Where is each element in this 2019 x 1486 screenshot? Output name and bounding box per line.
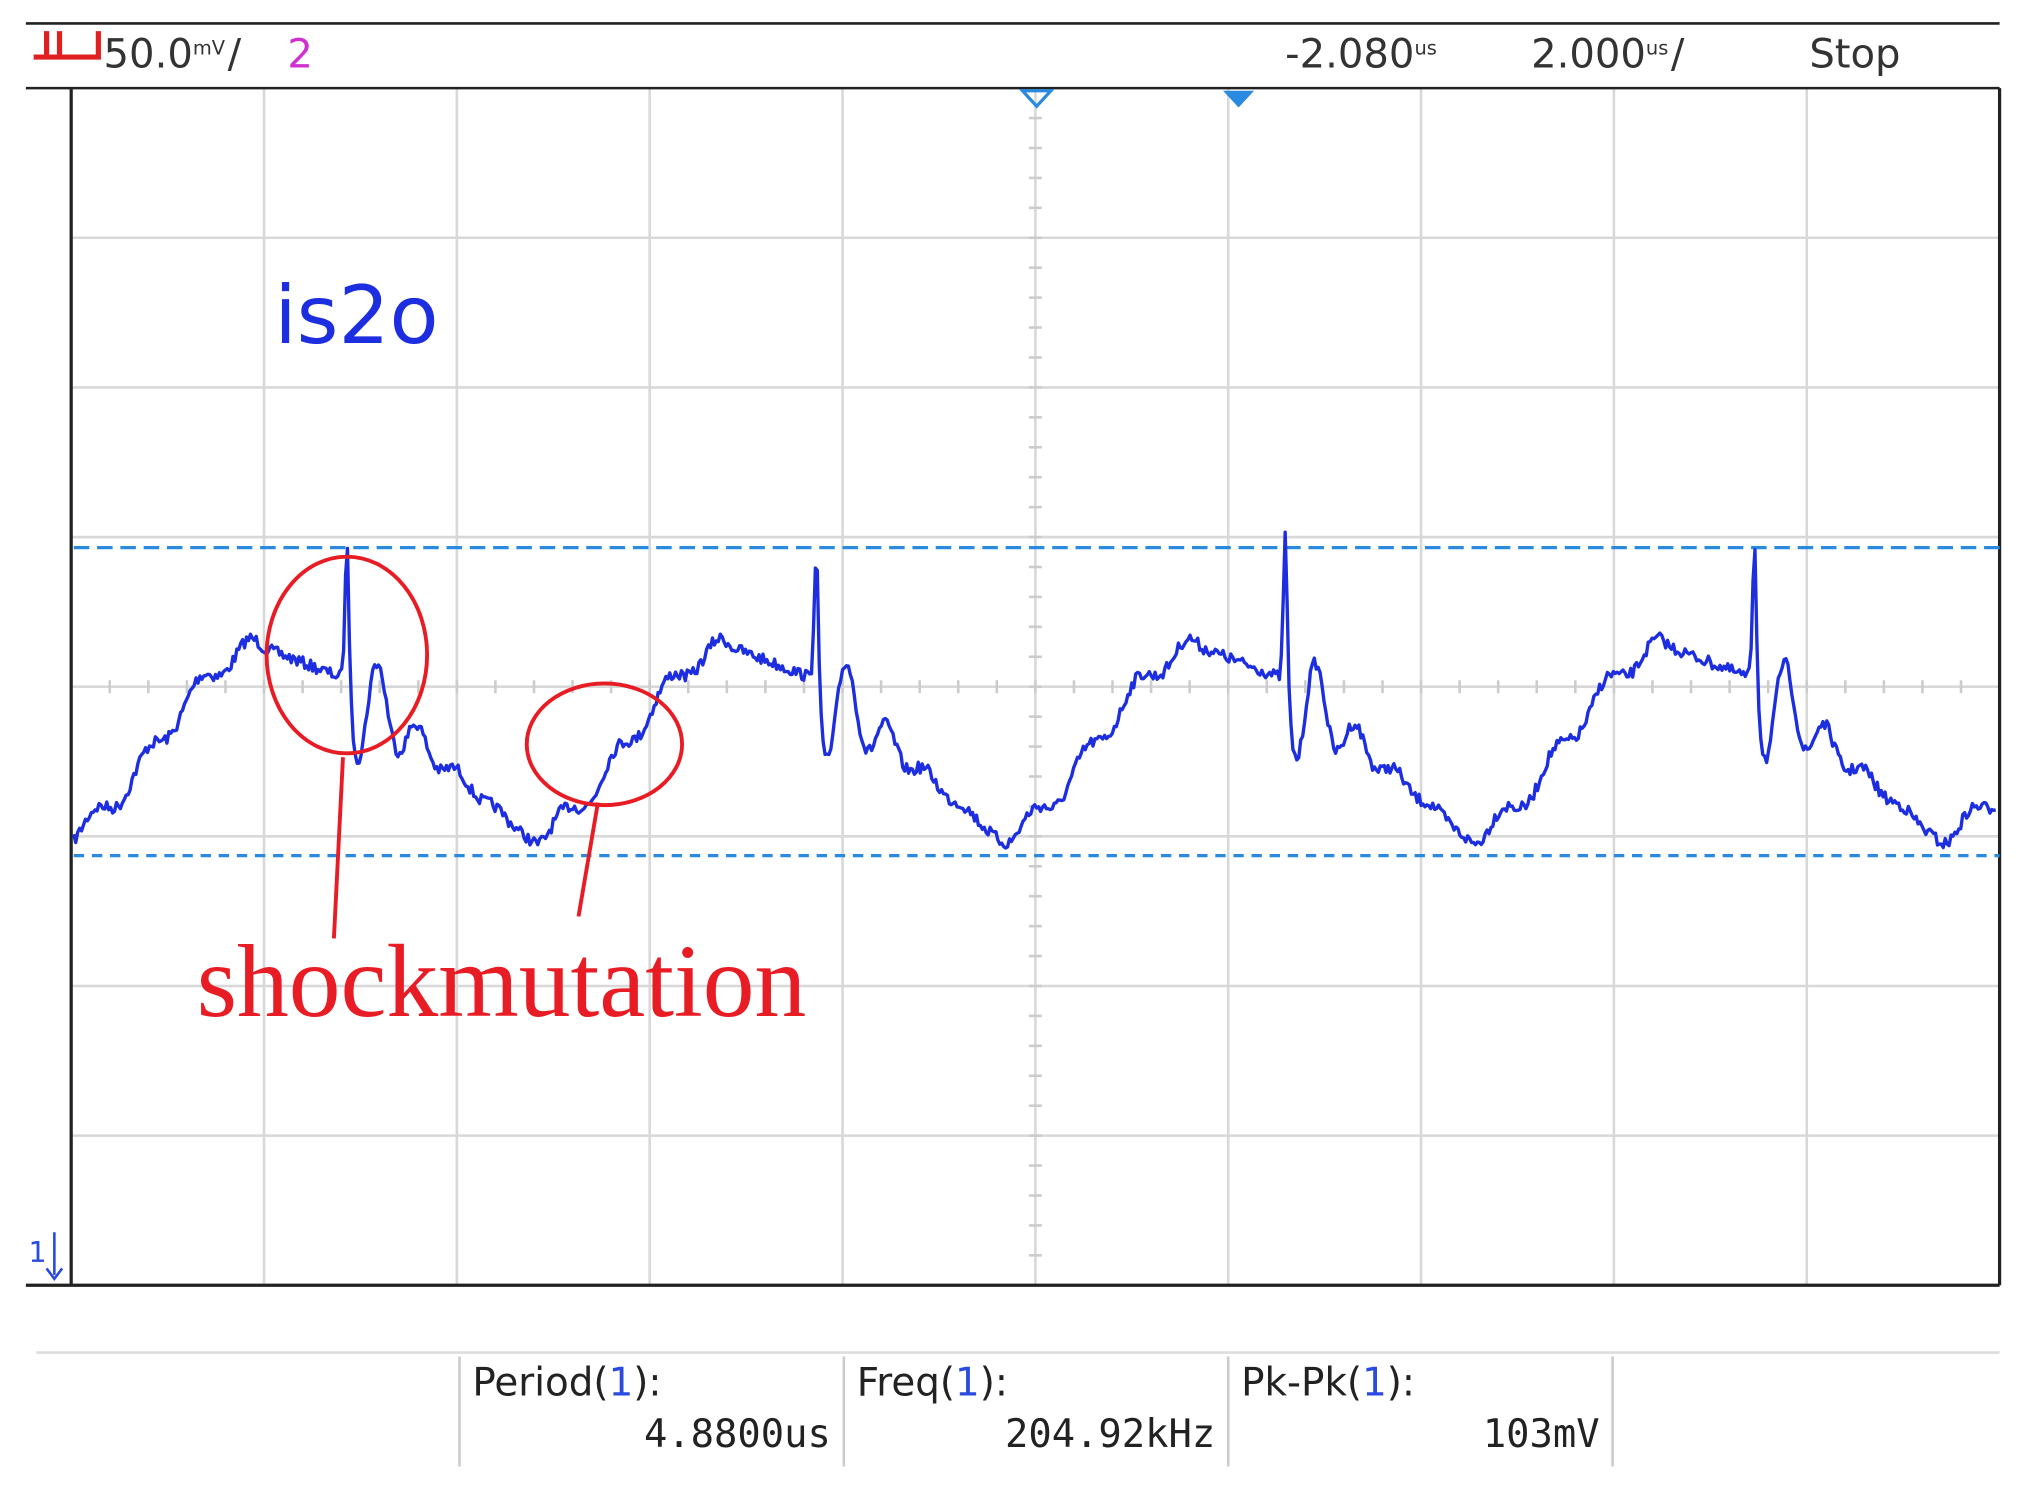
delay-marker	[1223, 90, 1255, 108]
measurement-label: Period(1):	[472, 1360, 661, 1405]
trigger-position-marker	[1018, 89, 1055, 109]
measurement-close: ):	[633, 1360, 661, 1405]
run-status: Stop	[1809, 31, 1900, 77]
annotation-pointer	[576, 802, 600, 917]
graticule	[25, 88, 2002, 1287]
measurement-channel: 1	[609, 1360, 634, 1405]
trace-label: is2o	[274, 269, 438, 362]
delay: -2.080us	[1285, 31, 1437, 77]
measurement-name: Pk-Pk(	[1241, 1360, 1362, 1405]
ground-arrow	[45, 1232, 64, 1281]
measurement-close: ):	[1387, 1360, 1415, 1405]
measurement-channel: 1	[955, 1360, 980, 1405]
measurement-value: 204.92kHz	[1005, 1412, 1215, 1457]
annotation-pointer	[331, 757, 345, 939]
measurement-panel: Period(1):4.8800usFreq(1):204.92kHzPk-Pk…	[458, 1356, 1614, 1467]
annotation-circle	[524, 681, 685, 808]
measurement-label: Freq(1):	[857, 1360, 1008, 1405]
channel-1-icon	[33, 31, 101, 60]
ground-marker: 1	[28, 1236, 46, 1269]
measurement-label: Pk-Pk(1):	[1241, 1360, 1415, 1405]
timebase: 2.000us/	[1531, 31, 1685, 77]
measurement-channel: 1	[1362, 1360, 1387, 1405]
ch2-indicator: 2	[287, 31, 313, 77]
annotation-circle	[264, 554, 430, 756]
measurement-value: 103mV	[1483, 1412, 1600, 1457]
annotation-text: shockmutation	[197, 925, 807, 1039]
waveform-trace	[72, 530, 1997, 850]
measurement-close: ):	[980, 1360, 1008, 1405]
measurement-value: 4.8800us	[644, 1412, 831, 1457]
ch1-scale: 50.0mV/	[104, 31, 242, 77]
measurement-name: Period(	[472, 1360, 608, 1405]
measurement-name: Freq(	[857, 1360, 955, 1405]
